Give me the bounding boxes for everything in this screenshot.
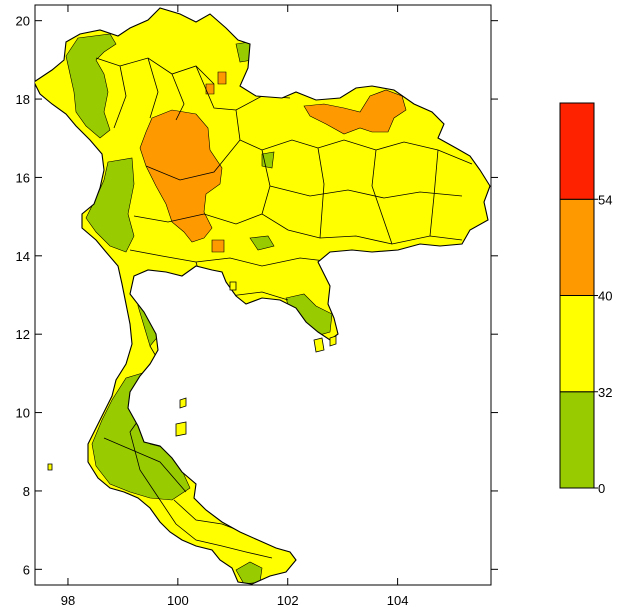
- x-tick-label-1: 100: [167, 593, 189, 608]
- legend-label-3: 54: [598, 192, 612, 207]
- orange-zone-north-small: [205, 83, 215, 95]
- green-zone-central-east: [261, 151, 275, 169]
- x-tick-label-0: 98: [61, 593, 75, 608]
- y-tick-label-7: 20: [16, 14, 30, 29]
- island-5: [47, 463, 53, 471]
- island-1: [175, 421, 187, 437]
- map-plot-area: [35, 7, 491, 585]
- island-2: [179, 397, 187, 409]
- green-zone-southern-tip: [235, 561, 263, 584]
- island-3: [313, 337, 325, 353]
- x-tick-label-3: 104: [387, 593, 409, 608]
- y-axis: 6 8 10 12 14 16 18 20: [16, 14, 498, 577]
- y-tick-label-0: 6: [23, 562, 30, 577]
- green-zone-gulf-north: [249, 235, 275, 251]
- x-tick-label-2: 102: [277, 593, 299, 608]
- orange-zone-northeast: [303, 89, 407, 135]
- island-4: [329, 335, 337, 347]
- legend-label-0: 0: [598, 481, 605, 496]
- orange-zone-central-small: [211, 239, 225, 253]
- y-tick-label-4: 14: [16, 249, 30, 264]
- x-axis: 98 100 102 104: [61, 5, 409, 608]
- orange-zone-central-west: [139, 109, 223, 243]
- legend-label-1: 32: [598, 385, 612, 400]
- legend-swatch-3: [559, 102, 595, 200]
- country-outline: [35, 7, 491, 585]
- value-zones: [65, 33, 473, 584]
- y-tick-label-1: 8: [23, 484, 30, 499]
- y-tick-label-2: 10: [16, 406, 30, 421]
- legend-swatch-1: [559, 295, 595, 393]
- y-tick-label-5: 16: [16, 170, 30, 185]
- island-6: [229, 281, 237, 291]
- legend-swatch-0: [559, 391, 595, 489]
- orange-zone-north-small-2: [217, 71, 227, 85]
- y-tick-label-6: 18: [16, 92, 30, 107]
- islands: [47, 281, 337, 471]
- legend-label-2: 40: [598, 289, 612, 304]
- y-tick-label-3: 12: [16, 327, 30, 342]
- legend-swatch-2: [559, 198, 595, 296]
- legend-colorbar: 0 32 40 54: [559, 102, 612, 496]
- green-zone-northwest: [65, 33, 117, 139]
